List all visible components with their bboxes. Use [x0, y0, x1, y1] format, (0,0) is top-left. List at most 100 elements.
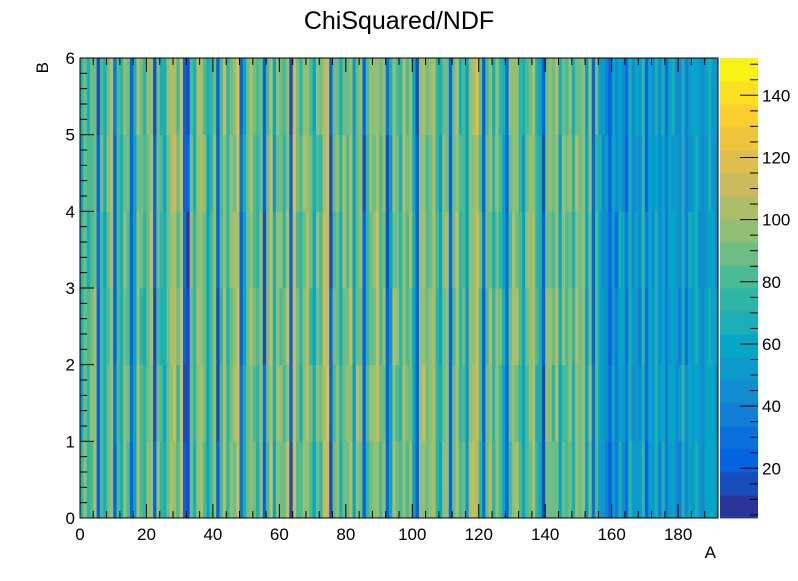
- heatmap-cell: [661, 288, 666, 366]
- heatmap-cell: [591, 134, 596, 212]
- heatmap-cell: [183, 364, 187, 442]
- heatmap-cell: [355, 134, 360, 212]
- heatmap-cell: [96, 134, 101, 212]
- heatmap-cell: [199, 364, 204, 442]
- chart-title: ChiSquared/NDF: [304, 7, 494, 35]
- heatmap-cell: [252, 134, 257, 212]
- heatmap-cell: [644, 288, 649, 366]
- heatmap-cell: [299, 211, 304, 289]
- heatmap-cell: [335, 288, 340, 366]
- heatmap-cell: [551, 211, 556, 289]
- heatmap-cell: [674, 134, 679, 212]
- heatmap-cell: [664, 364, 669, 442]
- heatmap-cell: [511, 58, 516, 136]
- heatmap-cell: [631, 288, 636, 366]
- color-tick-label: 60: [762, 335, 781, 354]
- heatmap-cell: [129, 58, 134, 136]
- heatmap-cell: [272, 288, 277, 366]
- heatmap-cell: [678, 441, 682, 519]
- heatmap-cell: [631, 211, 636, 289]
- heatmap-cell: [262, 288, 267, 366]
- heatmap-cell: [704, 134, 709, 212]
- heatmap-cell: [521, 134, 526, 212]
- heatmap-cell: [558, 211, 563, 289]
- heatmap-cell: [678, 211, 682, 289]
- heatmap-cell: [508, 364, 513, 442]
- heatmap-cell: [113, 134, 117, 212]
- heatmap-cell: [661, 441, 666, 519]
- heatmap-cell: [428, 211, 433, 289]
- heatmap-cell: [229, 211, 234, 289]
- heatmap-cell: [332, 288, 337, 366]
- heatmap-cell: [428, 288, 433, 366]
- heatmap-cell: [708, 134, 712, 212]
- heatmap-cell: [535, 364, 539, 442]
- heatmap-cell: [701, 364, 706, 442]
- heatmap-cell: [232, 134, 237, 212]
- heatmap-cell: [515, 364, 520, 442]
- heatmap-cell: [99, 288, 104, 366]
- heatmap-cell: [482, 58, 486, 136]
- heatmap-cell: [475, 288, 480, 366]
- heatmap-cell: [618, 288, 623, 366]
- heatmap-cell: [209, 288, 214, 366]
- heatmap-cell: [452, 58, 456, 136]
- heatmap-cell: [209, 134, 214, 212]
- heatmap-cell: [425, 364, 430, 442]
- heatmap-cell: [435, 134, 440, 212]
- heatmap-cell: [435, 441, 440, 519]
- heatmap-cell: [276, 441, 280, 519]
- heatmap-cell: [508, 288, 513, 366]
- heatmap-cell: [664, 441, 669, 519]
- heatmap-cell: [302, 364, 307, 442]
- heatmap-cell: [286, 441, 290, 519]
- heatmap-cell: [99, 441, 104, 519]
- heatmap-cell: [289, 58, 294, 136]
- heatmap-cell: [571, 58, 576, 136]
- heatmap-cell: [585, 441, 589, 519]
- heatmap-cell: [229, 441, 234, 519]
- heatmap-cell: [249, 134, 254, 212]
- heatmap-cell: [525, 441, 529, 519]
- heatmap-cell: [681, 364, 686, 442]
- heatmap-cell: [302, 211, 307, 289]
- heatmap-cell: [711, 58, 716, 136]
- color-tick-label: 140: [762, 86, 790, 105]
- heatmap-cell: [399, 288, 403, 366]
- heatmap-cell: [601, 288, 606, 366]
- heatmap-cell: [262, 134, 267, 212]
- heatmap-cell: [309, 288, 314, 366]
- heatmap-cell: [468, 58, 473, 136]
- heatmap-cell: [585, 211, 589, 289]
- heatmap-cell: [545, 211, 549, 289]
- heatmap-cell: [192, 364, 197, 442]
- heatmap-cell: [219, 211, 224, 289]
- heatmap-cell: [585, 58, 589, 136]
- heatmap-cell: [189, 441, 194, 519]
- heatmap-cell: [375, 364, 380, 442]
- heatmap-cell: [511, 364, 516, 442]
- heatmap-cell: [458, 211, 463, 289]
- heatmap-cell: [561, 134, 566, 212]
- heatmap-cell: [538, 288, 543, 366]
- heatmap-cell: [332, 211, 337, 289]
- heatmap-cell: [349, 288, 353, 366]
- heatmap-cell: [488, 364, 493, 442]
- heatmap-cell: [286, 58, 290, 136]
- heatmap-cell: [93, 441, 98, 519]
- heatmap-cell: [375, 58, 380, 136]
- heatmap-cell: [89, 441, 94, 519]
- heatmap-cell: [372, 441, 377, 519]
- heatmap-cell: [708, 211, 712, 289]
- heatmap-cell: [555, 441, 559, 519]
- heatmap-cell: [691, 134, 696, 212]
- heatmap-cell: [531, 288, 536, 366]
- heatmap-cell: [694, 134, 699, 212]
- heatmap-cell: [648, 288, 652, 366]
- heatmap-cell: [644, 364, 649, 442]
- heatmap-cell: [495, 58, 500, 136]
- heatmap-cell: [139, 288, 144, 366]
- heatmap-cell: [704, 441, 709, 519]
- heatmap-cell: [661, 364, 666, 442]
- heatmap-cell: [372, 58, 377, 136]
